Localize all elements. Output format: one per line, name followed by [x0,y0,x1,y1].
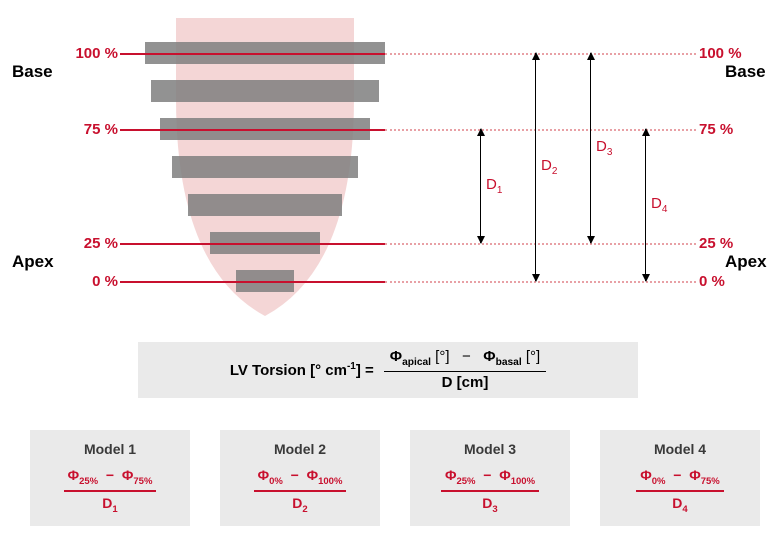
model-3-box: Model 3 Φ25% − Φ100% D3 [410,430,570,526]
model-4-title: Model 4 [654,441,706,457]
d3-arrow [590,53,591,243]
model-1-frac: Φ25% − Φ75% D1 [64,467,157,515]
label-apex-right: Apex [725,252,767,272]
d1-arrow [480,129,481,243]
formula-content: LV Torsion [° cm-1] = Φapical [°] − Φbas… [230,348,546,392]
pct-100-right: 100 % [699,45,742,62]
redline-0 [120,281,385,283]
model-4-box: Model 4 Φ0% − Φ75% D4 [600,430,760,526]
redline-25 [120,243,385,245]
redline-75 [120,129,385,131]
d4-arrow [645,129,646,281]
slice-2 [151,80,379,102]
pct-25-left: 25 % [70,235,118,252]
redline-100 [120,53,385,55]
pct-0-left: 0 % [70,273,118,290]
d2-arrow [535,53,536,281]
d1-label: D1 [486,176,502,196]
model-4-frac: Φ0% − Φ75% D4 [636,467,724,515]
d4-label: D4 [651,195,667,215]
model-2-box: Model 2 Φ0% − Φ100% D2 [220,430,380,526]
dotted-100 [385,53,696,55]
slice-5 [188,194,342,216]
pct-75-right: 75 % [699,121,733,138]
d2-label: D2 [541,157,557,177]
model-2-title: Model 2 [274,441,326,457]
label-apex-left: Apex [12,252,54,272]
slice-4 [172,156,358,178]
label-base-right: Base [725,62,766,82]
model-1-box: Model 1 Φ25% − Φ75% D1 [30,430,190,526]
pct-75-left: 75 % [70,121,118,138]
model-3-title: Model 3 [464,441,516,457]
d3-label: D3 [596,138,612,158]
dotted-25 [385,243,696,245]
pct-0-right: 0 % [699,273,725,290]
formula-box: LV Torsion [° cm-1] = Φapical [°] − Φbas… [138,342,638,398]
model-2-frac: Φ0% − Φ100% D2 [254,467,347,515]
pct-100-left: 100 % [70,45,118,62]
pct-25-right: 25 % [699,235,733,252]
model-3-frac: Φ25% − Φ100% D3 [441,467,539,515]
label-base-left: Base [12,62,53,82]
model-1-title: Model 1 [84,441,136,457]
